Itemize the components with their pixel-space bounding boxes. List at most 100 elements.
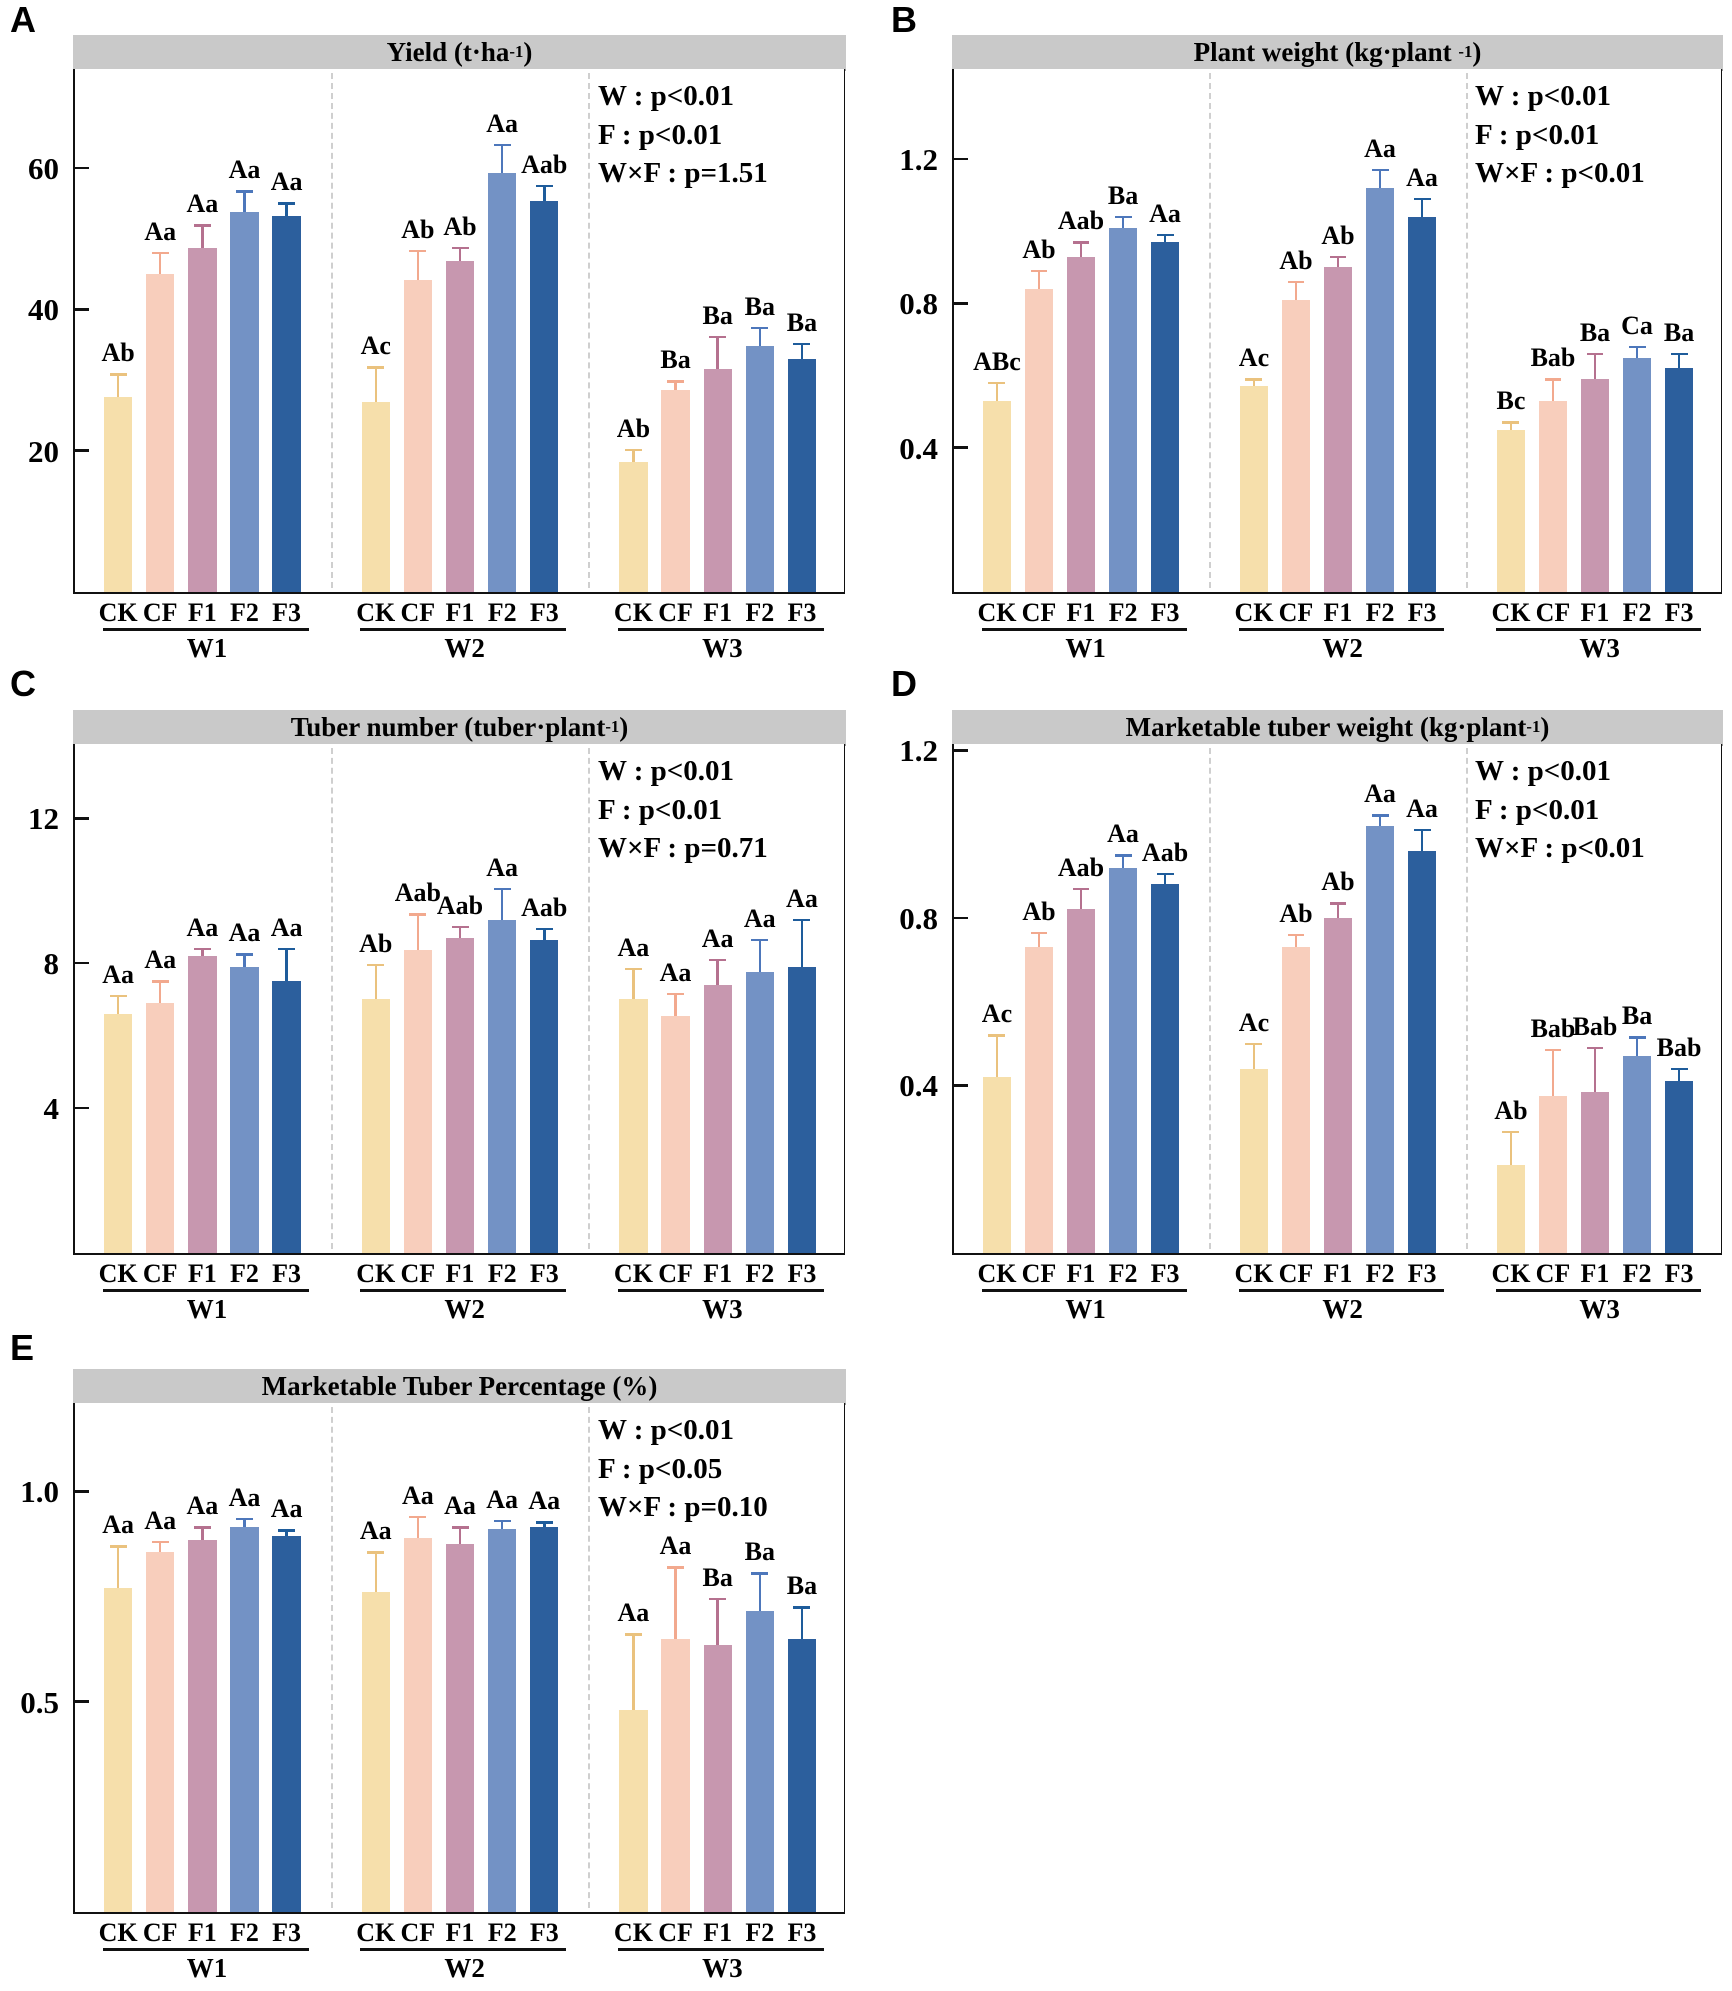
bar-w3-cf xyxy=(1538,1095,1568,1253)
y-tick-label: 8 xyxy=(43,946,60,982)
x-category-label: CK xyxy=(356,1918,396,1947)
error-bar-line xyxy=(1509,1131,1513,1165)
sig-letter: Bc xyxy=(1496,386,1526,416)
error-bar-cap xyxy=(1156,233,1174,237)
group-underline xyxy=(1495,628,1702,631)
sig-letter: Aa xyxy=(1149,198,1181,228)
x-category-label: F2 xyxy=(1622,1259,1652,1288)
error-bar-cap xyxy=(409,1515,427,1519)
group-underline xyxy=(360,1948,567,1951)
water-group-label: W1 xyxy=(186,633,228,663)
sig-letter: Aa xyxy=(486,1484,519,1514)
group-underline xyxy=(102,1289,309,1292)
sig-letter: Ab xyxy=(1494,1095,1528,1125)
sig-letter: Ba xyxy=(1107,180,1139,210)
error-bar-cap xyxy=(109,373,127,376)
x-category-label: F1 xyxy=(1066,1259,1096,1288)
water-group-label: W2 xyxy=(444,1953,485,1983)
x-category-label: F1 xyxy=(187,598,217,627)
x-category-label: CF xyxy=(1535,598,1571,627)
error-bar-cap xyxy=(1502,1130,1520,1133)
bar-w2-f2 xyxy=(1365,188,1395,592)
bar-w3-f2 xyxy=(1622,357,1652,592)
x-category-label: CF xyxy=(400,1259,436,1288)
error-bar-line xyxy=(1037,932,1041,948)
bar-w1-f2 xyxy=(1108,227,1138,592)
bar-w2-f3 xyxy=(530,939,559,1253)
sig-letter: Ab xyxy=(101,338,135,368)
sig-letter: Ba xyxy=(702,1562,733,1592)
error-bar-line xyxy=(1252,379,1256,387)
x-category-label: F3 xyxy=(1664,598,1694,627)
x-category-label: CF xyxy=(142,1259,178,1288)
x-category-label: F3 xyxy=(787,598,817,627)
stats-line: W : p<0.01 xyxy=(598,1414,735,1446)
bar-w3-ck xyxy=(1496,1165,1526,1253)
x-category-label: F2 xyxy=(745,598,775,627)
bar-w3-f3 xyxy=(1664,1081,1694,1253)
sig-letter: Ab xyxy=(1279,898,1313,928)
sig-letter: Ab xyxy=(1022,234,1056,264)
x-category-label: CF xyxy=(142,598,178,627)
error-bar-line xyxy=(416,250,420,281)
bar-w2-f3 xyxy=(1407,850,1437,1253)
sig-letter: Aa xyxy=(186,1491,219,1521)
bar-w2-f1 xyxy=(445,260,475,592)
error-bar-cap xyxy=(493,143,511,147)
x-category-label: CF xyxy=(1021,1259,1057,1288)
sig-letter: Aa xyxy=(144,945,177,975)
group-separator xyxy=(1466,748,1468,1249)
error-bar-line xyxy=(1121,216,1125,228)
x-category-label: F2 xyxy=(1108,598,1138,627)
bar-w1-f3 xyxy=(272,981,301,1253)
x-category-label: F1 xyxy=(703,1259,733,1288)
bar-w3-f2 xyxy=(1622,1056,1652,1253)
error-bar-cap xyxy=(624,448,642,452)
x-category-label: F1 xyxy=(1580,598,1610,627)
panel-title-superscript: -1 xyxy=(509,42,524,61)
x-category-label: CF xyxy=(1278,1259,1314,1288)
error-bar-cap xyxy=(193,1526,211,1529)
bar-w3-f1 xyxy=(703,1644,732,1912)
error-bar-line xyxy=(758,1573,762,1612)
x-category-label: F1 xyxy=(445,1259,475,1288)
sig-letter: Ab xyxy=(1279,245,1313,275)
error-bar-line xyxy=(543,928,546,940)
x-category-label: F2 xyxy=(487,1259,517,1288)
y-tick-label: 1.2 xyxy=(899,142,938,178)
error-bar-cap xyxy=(988,381,1006,385)
x-category-label: CK xyxy=(98,598,138,627)
error-bar-line xyxy=(674,993,677,1016)
error-bar-line xyxy=(201,225,204,248)
sig-letter: Ab xyxy=(1321,220,1355,250)
sig-letter: Aab xyxy=(521,149,568,179)
error-bar-cap xyxy=(751,1572,769,1575)
x-category-label: F2 xyxy=(1622,598,1652,627)
x-category-label: CF xyxy=(658,1259,693,1288)
water-group-label: W1 xyxy=(186,1294,228,1324)
error-bar-line xyxy=(374,367,377,402)
x-category-label: CF xyxy=(658,1918,693,1947)
stats-line: W : p<0.01 xyxy=(598,80,735,112)
sig-letter: Ba xyxy=(744,291,775,321)
sig-letter: Aa xyxy=(1364,779,1396,809)
error-bar-line xyxy=(1420,198,1424,217)
y-tick-label: 20 xyxy=(28,433,59,469)
y-tick-label: 12 xyxy=(28,801,59,837)
group-separator xyxy=(330,1407,333,1908)
sig-letter: Ba xyxy=(744,1537,775,1567)
error-bar-cap xyxy=(793,918,811,922)
error-bar-line xyxy=(716,1598,719,1645)
sig-letter: Ab xyxy=(401,214,435,244)
bar-w2-ck xyxy=(361,401,390,592)
water-group-label: W2 xyxy=(1322,633,1363,663)
error-bar-cap xyxy=(1670,1067,1688,1071)
y-axis-tick xyxy=(75,308,89,311)
sig-letter: Bab xyxy=(1572,1011,1618,1041)
x-category-label: F1 xyxy=(187,1259,217,1288)
panel-title-text: Yield (t·ha xyxy=(386,36,510,67)
group-separator xyxy=(1466,73,1468,588)
bar-w3-f2 xyxy=(745,1611,774,1912)
stats-line: F : p<0.01 xyxy=(1475,118,1600,151)
sig-letter: Ac xyxy=(981,999,1013,1029)
